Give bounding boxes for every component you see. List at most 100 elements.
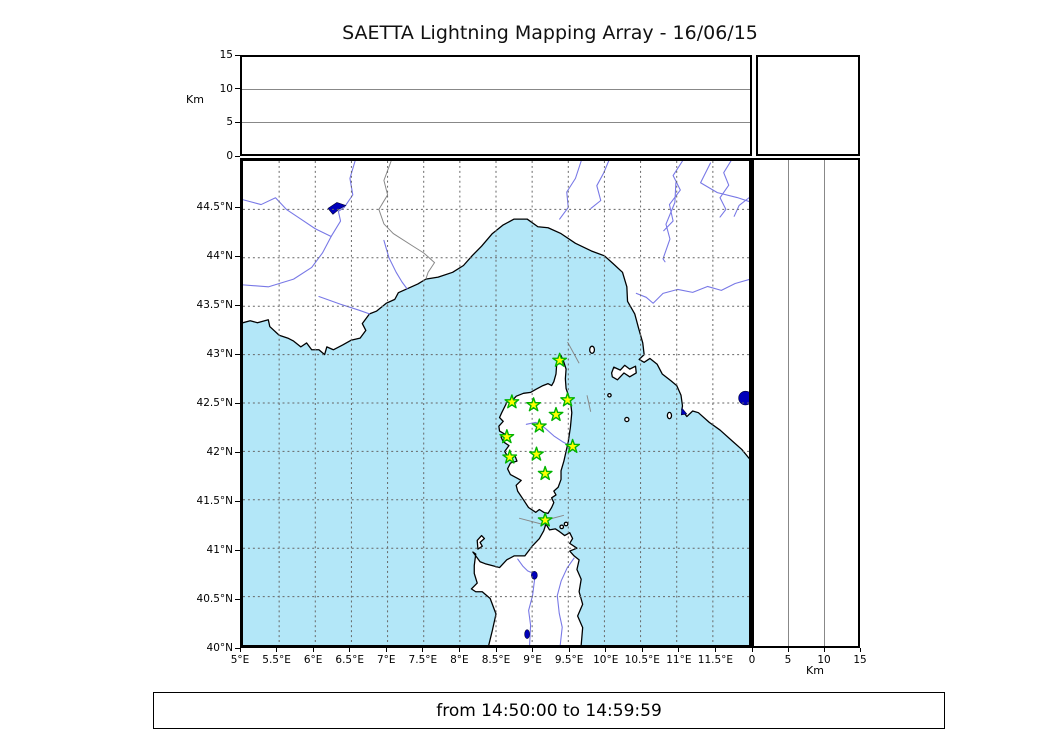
station-marker [548, 406, 564, 422]
map-lat-tick [235, 304, 240, 306]
station-marker [552, 352, 568, 367]
rivers [243, 161, 749, 645]
altitude-latitude-panel [752, 158, 860, 648]
right-panel-gridline [788, 160, 789, 646]
map-lon-tick [532, 648, 534, 652]
map-lon-tick-label: 8°E [450, 654, 469, 666]
map-lat-tick [235, 549, 240, 551]
sardinia-lake-2 [524, 629, 530, 639]
map-lat-tick-label: 43°N [206, 348, 233, 360]
map-lat-tick-label: 40°N [206, 642, 233, 654]
right-panel-tick [751, 648, 753, 652]
map-lon-tick-label: 8.5°E [481, 654, 511, 666]
top-panel-tick-label: 0 [226, 150, 233, 162]
right-panel-gridline [824, 160, 825, 646]
giglio-island [666, 411, 673, 420]
sardinia-coastline [470, 523, 584, 645]
map-lon-tick-label: 9°E [523, 654, 542, 666]
map-lat-tick [235, 402, 240, 404]
map-lon-tick-label: 11.5°E [697, 654, 734, 666]
map-lon-tick-label: 7°E [376, 654, 396, 666]
elba-island [610, 364, 637, 381]
top-panel-tick-label: 5 [226, 116, 233, 129]
mainland-coastline [243, 218, 749, 459]
top-panel-tick [235, 88, 240, 90]
top-panel-gridline [242, 122, 750, 124]
station-marker [560, 392, 576, 407]
station-marker [529, 446, 544, 461]
map-lon-tick-label: 6°E [303, 654, 323, 666]
map-lon-tick [568, 648, 570, 652]
map-lon-tick [605, 648, 607, 652]
lma-stations [499, 352, 581, 527]
map-grid [243, 161, 749, 645]
top-panel-tick [235, 54, 240, 56]
figure-title: SAETTA Lightning Mapping Array - 16/06/1… [342, 22, 758, 44]
top-panel-tick [235, 121, 240, 123]
orbetello-lagoon [680, 407, 688, 416]
asinara-island [476, 534, 486, 550]
altitude-axis-label-right: Km [806, 664, 824, 677]
top-panel-tick [235, 155, 240, 157]
map-lon-tick-label: 5°E [230, 654, 250, 666]
station-marker [537, 465, 553, 481]
map-lon-tick-label: 9.5°E [554, 654, 584, 666]
map-lon-tick [714, 648, 716, 652]
sardinia-land [471, 524, 583, 645]
map-lat-tick-label: 40.5°N [196, 593, 233, 605]
altitude-longitude-panel [240, 55, 752, 156]
station-marker [531, 418, 547, 433]
histogram-panel [756, 55, 860, 156]
altitude-axis-label-top: Km [186, 93, 204, 106]
station-marker [526, 397, 542, 412]
map-lon-tick [641, 648, 643, 652]
maddalena-islet-2 [563, 521, 569, 527]
map-lon-tick [312, 648, 314, 652]
map-canvas [243, 161, 749, 645]
map-lat-tick [235, 647, 240, 649]
map-lon-tick-label: 7.5°E [408, 654, 438, 666]
map-lon-tick [458, 648, 460, 652]
top-panel-gridline [242, 88, 750, 90]
right-panel-tick-label: 10 [817, 654, 831, 666]
right-panel-tick [823, 648, 825, 652]
map-lon-tick [495, 648, 497, 652]
station-marker [504, 394, 520, 409]
right-panel-tick-label: 0 [748, 654, 756, 666]
right-panel-tick [787, 648, 789, 652]
map-lon-tick-label: 10.5°E [624, 654, 660, 666]
map-lat-tick [235, 451, 240, 453]
map-lon-tick-label: 11°E [666, 654, 692, 666]
map-lat-tick-label: 44.5°N [196, 201, 233, 213]
maddalena-islet-1 [559, 524, 565, 530]
map-lat-tick-label: 42°N [206, 446, 233, 458]
time-range-box: from 14:50:00 to 14:59:59 [153, 692, 945, 729]
time-range-text: from 14:50:00 to 14:59:59 [436, 700, 662, 721]
map-lat-tick-label: 42.5°N [196, 397, 233, 409]
map-lat-tick [235, 598, 240, 600]
map-lat-tick [235, 255, 240, 257]
lakes [327, 202, 749, 639]
mainland-land [243, 161, 749, 459]
station-marker [502, 449, 518, 464]
map-lon-tick [422, 648, 424, 652]
map-lat-tick [235, 206, 240, 208]
station-marker [537, 512, 553, 527]
top-panel-tick-label: 10 [219, 82, 233, 95]
map-lat-tick-label: 41.5°N [196, 495, 233, 507]
lake-serre-poncon [327, 202, 347, 215]
map-lon-tick [276, 648, 278, 652]
station-marker [499, 429, 515, 444]
sardinia-lake-1 [531, 571, 538, 580]
corsica-land [498, 353, 573, 514]
map-panel [240, 158, 752, 648]
montecristo-island [624, 416, 630, 423]
top-panel-tick-label: 15 [219, 49, 233, 61]
map-lat-tick-label: 41°N [206, 544, 233, 556]
right-panel-tick [859, 648, 861, 652]
map-lon-tick [239, 648, 241, 652]
map-lat-tick [235, 353, 240, 355]
map-lon-tick [349, 648, 351, 652]
map-lat-tick [235, 500, 240, 502]
